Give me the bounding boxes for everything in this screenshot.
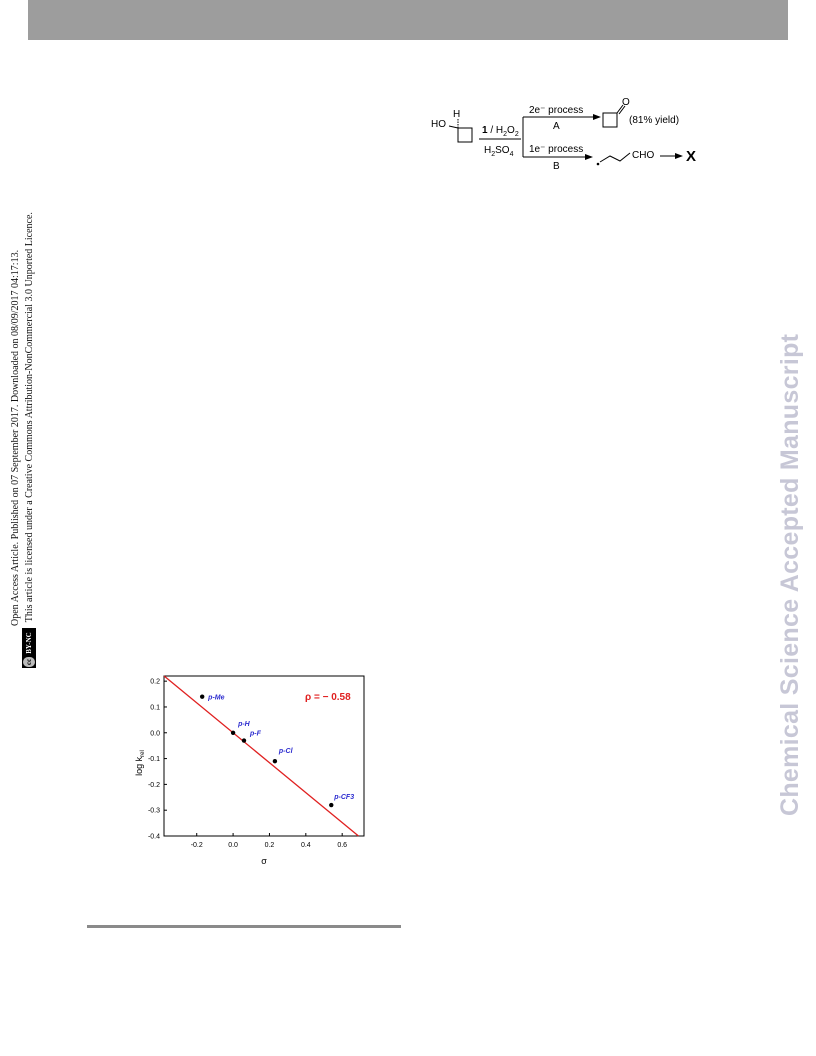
- cc-badge-label: BY-NC: [25, 632, 33, 654]
- x-tick-label: 0.2: [265, 842, 275, 849]
- product-b-x: X: [686, 148, 696, 165]
- data-point-label: p-Me: [207, 695, 224, 702]
- svg-text:1 / H2O2: 1 / H2O2: [482, 125, 519, 138]
- journal-watermark: Chemical Science Accepted Manuscript: [776, 333, 804, 816]
- y-tick-label: -0.1: [148, 756, 160, 763]
- y-tick-label: -0.2: [148, 782, 160, 789]
- y-tick-label: 0.0: [150, 730, 160, 737]
- path-a-process: 2e⁻ process: [529, 105, 583, 116]
- reactant-cyclobutanol: HO H: [431, 109, 473, 143]
- path-b-process: 1e⁻ process: [529, 144, 583, 155]
- license-text[interactable]: This article is licensed under a Creativ…: [23, 212, 35, 623]
- data-point-label: p-Cl: [278, 748, 294, 755]
- fit-line: [163, 675, 359, 837]
- reagent-acid: H: [484, 145, 491, 156]
- reagents: 1 / H2O2 H2SO4: [479, 117, 524, 158]
- publication-note: Open Access Article. Published on 07 Sep…: [10, 249, 21, 626]
- data-point: [230, 730, 236, 735]
- radical-dot: [596, 162, 600, 166]
- data-point: [329, 802, 334, 808]
- path-a-label: A: [553, 121, 560, 132]
- data-point: [272, 758, 278, 764]
- plot-frame: [163, 675, 365, 837]
- reactant-ho: HO: [431, 119, 446, 130]
- reactant-h: H: [453, 109, 460, 120]
- footnote-rule: [87, 925, 401, 928]
- x-tick-label: -0.2: [191, 842, 203, 849]
- y-axis: 0.2 0.1 0.0 -0.1 -0.2 -0.3 -0.4: [148, 679, 167, 841]
- data-points: p-Me p-H p-F p-Cl p-CF3: [199, 694, 354, 808]
- y-tick-label: 0.2: [150, 679, 160, 686]
- x-axis-label: σ: [261, 856, 267, 866]
- data-point: [199, 694, 205, 699]
- y-tick-label: -0.4: [148, 834, 160, 841]
- data-point-label: p-F: [249, 731, 262, 738]
- y-tick-label: -0.3: [148, 808, 160, 815]
- product-a-oxygen: O: [622, 97, 630, 108]
- data-point-label: p-CF3: [333, 794, 354, 801]
- path-b-label: B: [553, 161, 560, 172]
- svg-text:H2SO4: H2SO4: [484, 145, 514, 158]
- x-tick-label: 0.0: [228, 842, 238, 849]
- x-tick-label: 0.6: [337, 842, 347, 849]
- product-b-cho: CHO: [632, 150, 654, 161]
- license-note: Open Access Article. Published on 07 Sep…: [9, 0, 37, 668]
- data-point: [241, 738, 247, 743]
- y-tick-label: 0.1: [150, 704, 160, 711]
- rho-annotation: ρ = − 0.58: [305, 692, 351, 703]
- reagent-catalyst: 1: [482, 125, 488, 136]
- hammett-plot: -0.2 0.0 0.2 0.4 0.6 0.2 0.1 0.0 -0.1 -0.2 -0.3 -0…: [134, 675, 365, 866]
- path-b: 1e⁻ process B CHO X: [523, 144, 696, 172]
- cc-icon: cc: [23, 656, 35, 667]
- x-tick-label: 0.4: [301, 842, 311, 849]
- fit-line-group: [163, 675, 359, 837]
- reaction-scheme: HO H 1 / H2O2 H2SO4 2e⁻ process A O (81%…: [431, 97, 696, 172]
- y-axis-label: log krel: [134, 750, 146, 776]
- cc-license-badge[interactable]: cc BY-NC: [22, 628, 36, 668]
- product-a-yield: (81% yield): [629, 115, 679, 126]
- path-a: 2e⁻ process A O (81% yield): [523, 97, 679, 132]
- data-point-label: p-H: [237, 721, 251, 728]
- header-bar: [28, 0, 788, 40]
- x-axis: -0.2 0.0 0.2 0.4 0.6: [191, 833, 347, 849]
